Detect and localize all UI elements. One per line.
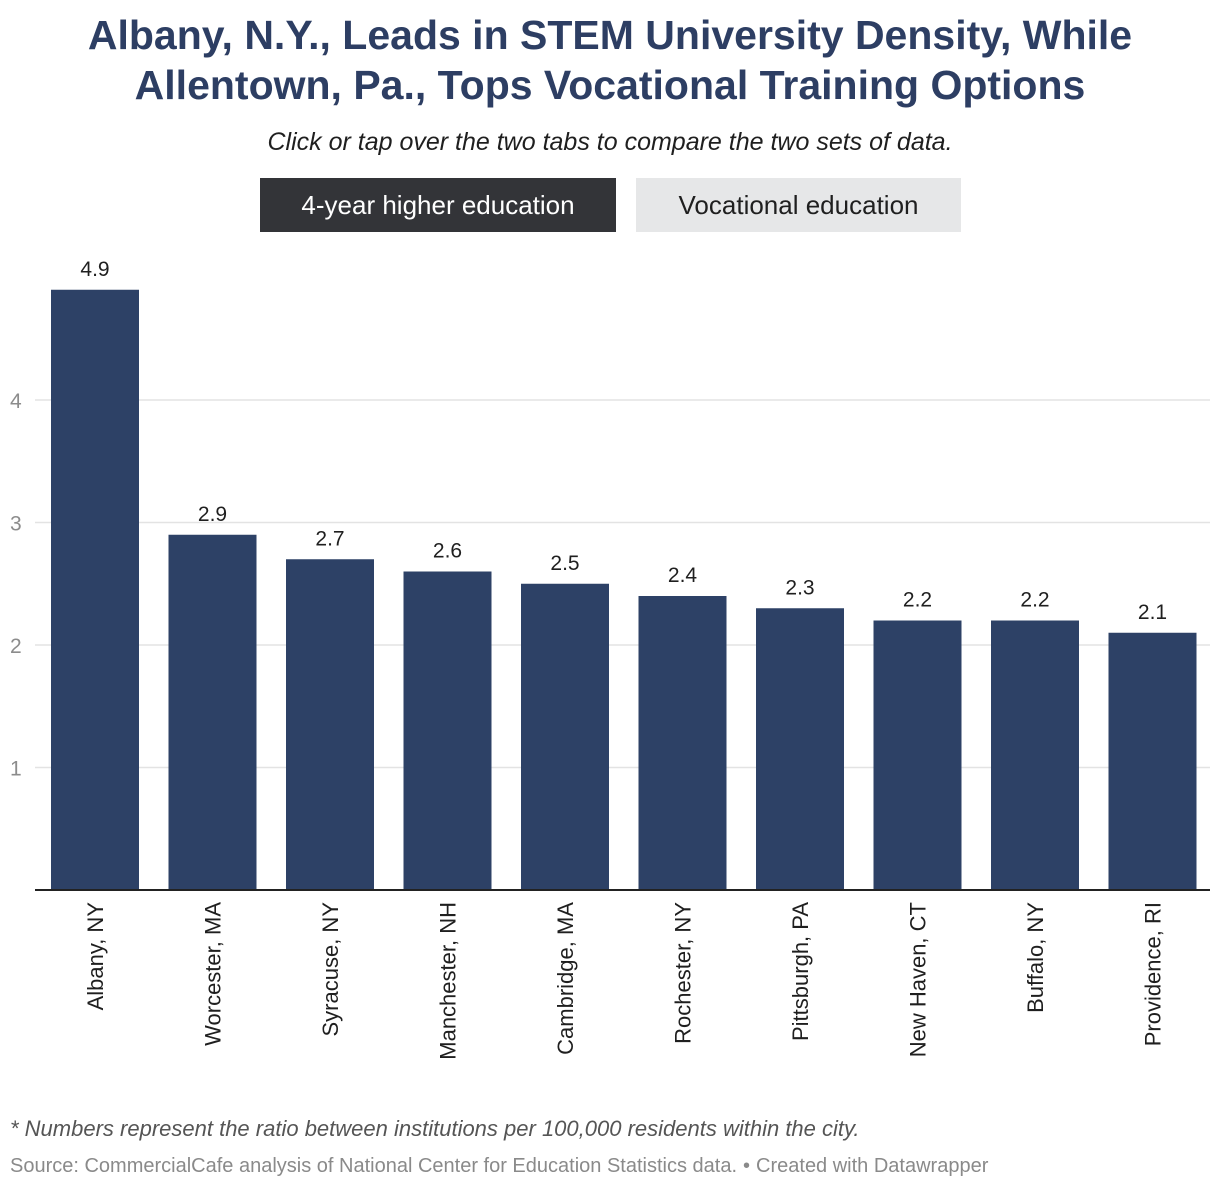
data-label: 4.9 xyxy=(80,258,109,281)
data-label: 2.2 xyxy=(1020,589,1049,612)
bar xyxy=(1108,632,1197,890)
x-axis-ticks: Albany, NY Worcester, MA Syracuse, NY Manch… xyxy=(83,902,1166,1060)
data-label: 2.6 xyxy=(433,540,462,563)
bar-chart: 1 2 3 4 4.9 2.9 2.7 2.6 2.5 2.4 2.3 2.2 2.2 2.1 Alba… xyxy=(10,258,1210,1060)
data-label: 2.3 xyxy=(785,576,814,599)
x-tick-label: Manchester, NH xyxy=(436,902,461,1060)
bar xyxy=(991,620,1079,890)
data-label: 2.5 xyxy=(550,552,579,575)
data-label: 2.7 xyxy=(315,527,344,550)
bar xyxy=(286,559,374,890)
y-tick-label: 3 xyxy=(10,513,22,536)
source-text: Source: CommercialCafe analysis of Natio… xyxy=(10,1155,738,1177)
data-label: 2.2 xyxy=(903,589,932,612)
y-tick-label: 4 xyxy=(10,390,22,413)
bar xyxy=(403,571,492,890)
data-label: 2.1 xyxy=(1138,601,1167,624)
title-line-2: Allentown, Pa., Tops Vocational Training… xyxy=(134,62,1086,108)
x-tick-label: Cambridge, MA xyxy=(553,902,578,1055)
source-line: Source: CommercialCafe analysis of Natio… xyxy=(10,1155,988,1178)
bars xyxy=(51,289,1197,890)
data-label: 2.9 xyxy=(198,503,227,526)
y-tick-label: 1 xyxy=(10,758,22,781)
data-labels: 4.9 2.9 2.7 2.6 2.5 2.4 2.3 2.2 2.2 2.1 xyxy=(80,258,1167,624)
bar xyxy=(756,608,844,890)
x-tick-label: Worcester, MA xyxy=(201,902,226,1046)
data-label: 2.4 xyxy=(668,564,698,587)
x-tick-label: Buffalo, NY xyxy=(1023,902,1048,1013)
bar xyxy=(638,596,727,890)
x-tick-label: Pittsburgh, PA xyxy=(788,902,813,1041)
bar xyxy=(873,620,962,890)
x-tick-label: Albany, NY xyxy=(83,902,108,1011)
title-line-1: Albany, N.Y., Leads in STEM University D… xyxy=(87,12,1133,58)
bar xyxy=(168,534,257,890)
tab-bar: 4-year higher education Vocational educa… xyxy=(260,178,961,232)
footnote: * Numbers represent the ratio between in… xyxy=(10,1116,860,1141)
source-separator: • xyxy=(743,1155,751,1177)
x-tick-label: Syracuse, NY xyxy=(318,902,343,1037)
tab-vocational-education[interactable]: Vocational education xyxy=(636,178,961,232)
bar xyxy=(521,583,609,890)
datawrapper-credit: Created with Datawrapper xyxy=(756,1155,989,1177)
y-axis-ticks: 1 2 3 4 xyxy=(10,390,22,781)
chart-title: Albany, N.Y., Leads in STEM University D… xyxy=(0,10,1220,110)
y-tick-label: 2 xyxy=(10,635,22,658)
tab-4-year-higher-education[interactable]: 4-year higher education xyxy=(260,178,616,232)
bar xyxy=(51,289,139,890)
x-tick-label: Providence, RI xyxy=(1141,902,1166,1046)
x-tick-label: New Haven, CT xyxy=(906,902,931,1057)
chart-subtitle: Click or tap over the two tabs to compar… xyxy=(267,128,953,156)
x-tick-label: Rochester, NY xyxy=(671,902,696,1044)
